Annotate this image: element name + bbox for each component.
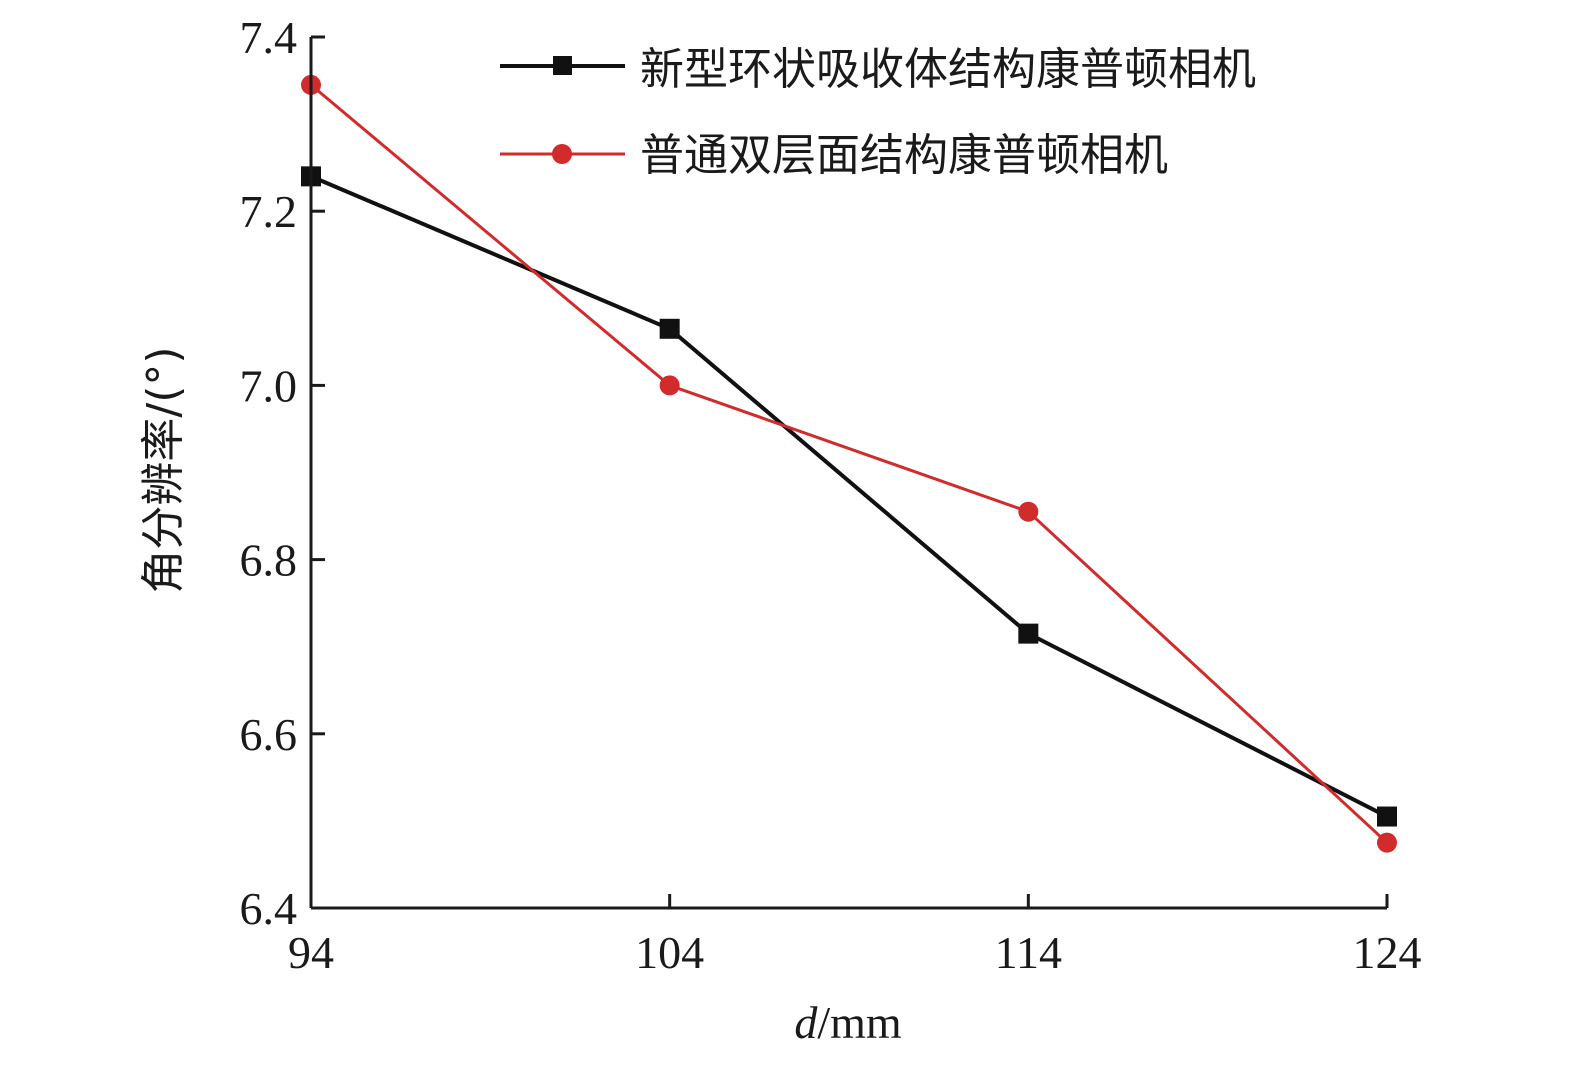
- y-tick-label: 6.6: [240, 709, 298, 760]
- axis-ticks: [309, 35, 1389, 910]
- y-tick-label: 7.2: [240, 186, 298, 237]
- x-tick-label: 124: [1353, 927, 1422, 978]
- data-point-series-2: [1018, 501, 1039, 522]
- x-tick-label: 104: [635, 927, 704, 978]
- data-point-series-1: [1018, 623, 1039, 644]
- legend: 新型环状吸收体结构康普顿相机 普通双层面结构康普顿相机: [500, 44, 1256, 181]
- x-tick-label: 94: [288, 927, 334, 978]
- legend-marker-series-1: [553, 56, 572, 75]
- x-axis-label-italic: d: [794, 997, 818, 1048]
- legend-label-series-1: 新型环状吸收体结构康普顿相机: [640, 44, 1256, 95]
- x-axis-label: d/mm: [794, 997, 902, 1048]
- y-tick-label: 6.4: [240, 883, 298, 934]
- axes: [309, 35, 1389, 910]
- plot-series: [301, 74, 1397, 853]
- series-line-2: [310, 83, 1389, 844]
- series-line-1: [310, 174, 1388, 819]
- y-tick-labels: 6.4 6.6 6.8 7.0 7.2 7.4: [240, 12, 298, 934]
- y-axis-label: 角分辨率/(°): [138, 346, 189, 593]
- data-point-series-1: [659, 318, 680, 339]
- x-tick-label: 114: [995, 927, 1062, 978]
- x-axis-label-unit: /mm: [817, 997, 902, 1048]
- data-point-series-2: [1377, 832, 1397, 853]
- y-tick-label: 7.0: [240, 360, 298, 411]
- data-point-series-1: [1377, 806, 1397, 827]
- legend-label-series-2: 普通双层面结构康普顿相机: [640, 130, 1168, 181]
- y-tick-label: 7.4: [240, 12, 298, 63]
- data-point-series-2: [659, 375, 680, 396]
- x-tick-labels: 94 104 114 124: [288, 927, 1422, 978]
- y-tick-label: 6.8: [240, 535, 298, 586]
- legend-marker-series-2: [552, 144, 572, 164]
